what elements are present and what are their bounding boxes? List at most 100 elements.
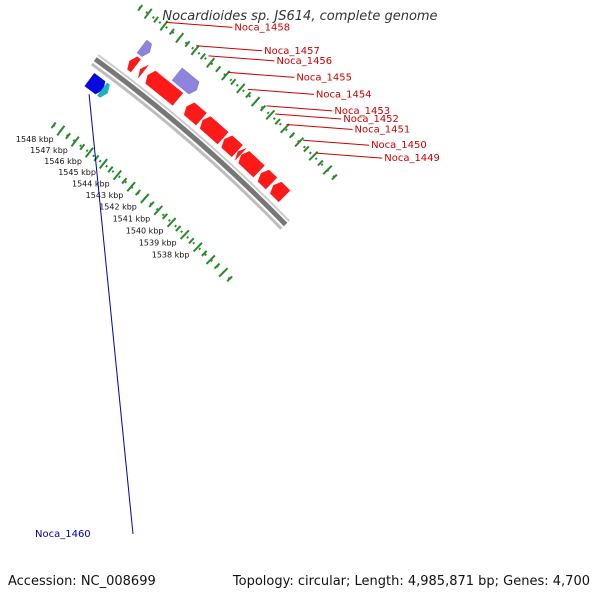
minor-tick-outer — [317, 159, 324, 167]
label-leader — [166, 21, 233, 28]
major-tick-outer — [175, 32, 185, 44]
gene-noca-1455[interactable] — [183, 102, 207, 126]
major-tick-inner — [179, 229, 190, 240]
tick-label: 1540 kbp — [126, 226, 164, 235]
label-leader — [196, 45, 263, 52]
minor-tick-inner — [65, 132, 71, 140]
backbone-outer-line — [97, 54, 290, 222]
minor-tick-outer — [331, 173, 338, 181]
minor-tick-outer — [137, 4, 144, 12]
backbone-line — [93, 57, 288, 227]
major-tick-outer — [322, 165, 333, 175]
tick-label: 1539 kbp — [139, 238, 177, 247]
minor-tick-outer — [184, 40, 191, 48]
major-tick-inner — [126, 181, 136, 192]
major-tick-inner — [140, 193, 150, 204]
gene-noca-1458[interactable] — [136, 39, 152, 57]
minor-tick-inner — [213, 262, 221, 270]
backbone-inner-line — [90, 62, 283, 230]
label-leader — [303, 139, 370, 146]
minor-tick-inner — [134, 189, 142, 196]
minor-tick-inner — [201, 250, 208, 257]
major-tick-inner — [218, 267, 229, 278]
gene-noca-1457[interactable] — [145, 70, 184, 106]
gene-label[interactable]: Noca_1452 — [343, 114, 399, 125]
gene-noca-1458b[interactable] — [127, 56, 141, 73]
tick-label: 1545 kbp — [58, 168, 96, 177]
major-tick-inner — [98, 158, 108, 170]
gene-label[interactable]: Noca_1449 — [384, 153, 440, 164]
gene-track — [84, 39, 291, 203]
label-leader — [247, 88, 314, 95]
minor-tick-outer — [215, 65, 222, 73]
gene-label[interactable]: Noca_1455 — [296, 72, 352, 83]
tick-label: 1541 kbp — [113, 214, 151, 223]
major-tick-outer — [250, 96, 261, 107]
label-leader — [228, 71, 295, 78]
gene-noca-1451[interactable] — [238, 151, 265, 178]
tick-label: 1538 kbp — [152, 251, 190, 260]
major-tick-outer — [294, 137, 305, 148]
gene-label[interactable]: Noca_1457 — [264, 46, 320, 57]
major-tick-inner — [112, 169, 122, 181]
minor-tick-inner — [107, 166, 114, 173]
major-tick-inner — [70, 136, 80, 147]
minor-tick-inner — [93, 154, 100, 162]
major-tick-outer — [236, 83, 246, 94]
minor-tick-inner — [50, 121, 57, 129]
label-leader — [88, 94, 134, 535]
map-title: Nocardioides sp. JS614, complete genome — [162, 9, 438, 24]
minor-tick-inner — [188, 237, 195, 245]
gene-noca-1450[interactable] — [257, 169, 278, 190]
minor-tick-outer — [199, 53, 206, 60]
label-leader — [286, 123, 353, 130]
gene-noca-1454[interactable] — [199, 116, 229, 145]
gene-noca-1449[interactable] — [270, 181, 291, 203]
outer-tick-ring — [134, 3, 336, 178]
label-leader — [208, 55, 275, 62]
gene-label[interactable]: Noca_1450 — [371, 140, 427, 151]
minor-tick-outer — [303, 145, 310, 153]
gene-label[interactable]: Noca_1453 — [334, 106, 390, 117]
tick-label: 1547 kbp — [30, 146, 68, 155]
gene-noca-1460c[interactable] — [97, 82, 110, 98]
gene-labels: Noca_1449Noca_1450Noca_1451Noca_1452Noca… — [35, 21, 440, 540]
label-leader — [316, 152, 383, 159]
backbone — [90, 54, 290, 230]
minor-tick-outer — [259, 104, 267, 112]
major-tick-outer — [280, 123, 290, 134]
gene-noca-1460[interactable] — [84, 72, 106, 95]
minor-tick-inner — [148, 201, 155, 208]
minor-tick-inner — [121, 177, 128, 185]
gene-label[interactable]: Noca_1451 — [355, 124, 411, 135]
minor-tick-inner — [161, 213, 169, 220]
gene-noca-1457b[interactable] — [138, 65, 149, 79]
minor-tick-outer — [245, 91, 252, 99]
accession-text: Accession: NC_008699 — [8, 574, 156, 589]
gene-noca-1452[interactable] — [235, 148, 247, 161]
minor-tick-outer — [230, 78, 237, 86]
gene-noca-1456[interactable] — [171, 67, 200, 95]
major-tick-inner — [84, 147, 94, 158]
topology-text: Topology: circular; Length: 4,985,871 bp… — [232, 574, 590, 589]
tick-label: 1543 kbp — [86, 191, 124, 200]
tick-label: 1544 kbp — [72, 179, 110, 188]
minor-tick-outer — [274, 118, 281, 125]
scale-ticks: 1538 kbp 1539 kbp 1540 kbp 1541 kbp 1542 kbp… — [16, 3, 338, 283]
major-tick-inner — [192, 242, 203, 253]
gene-label[interactable]: Noca_1458 — [234, 22, 290, 33]
minor-tick-inner — [226, 275, 233, 283]
tick-label: 1548 kbp — [16, 135, 54, 144]
gene-noca-1453[interactable] — [221, 135, 243, 158]
minor-tick-outer — [168, 28, 175, 36]
major-tick-outer — [143, 8, 153, 20]
major-tick-outer — [265, 109, 276, 120]
minor-tick-outer — [288, 131, 296, 139]
label-leader — [266, 105, 333, 112]
label-leader — [275, 113, 342, 120]
gene-label[interactable]: Noca_1456 — [276, 56, 332, 67]
gene-label[interactable]: Noca_1454 — [316, 89, 372, 100]
major-tick-inner — [166, 217, 177, 228]
gene-label[interactable]: Noca_1460 — [35, 529, 91, 540]
